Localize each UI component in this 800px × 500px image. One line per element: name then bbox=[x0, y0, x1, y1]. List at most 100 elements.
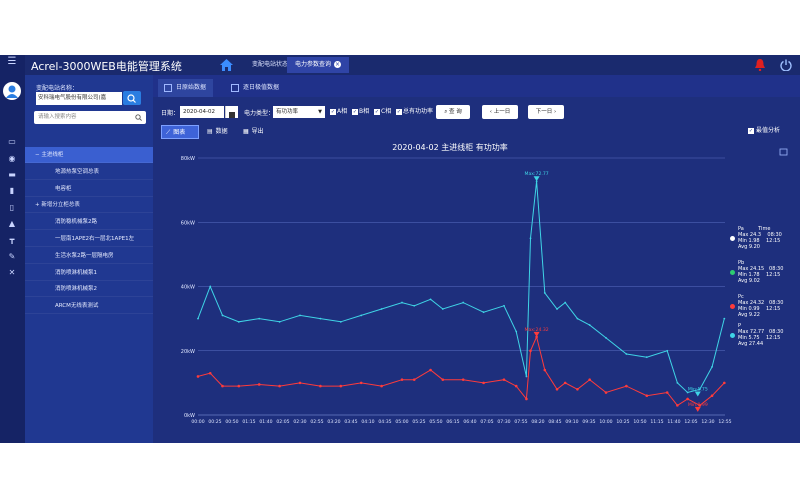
calendar-icon bbox=[231, 83, 239, 92]
data-point bbox=[555, 388, 559, 391]
data-point bbox=[503, 304, 505, 307]
legend-line: Avg 9.22 bbox=[738, 312, 760, 318]
x-tick-label: 12:30 bbox=[701, 419, 714, 425]
annotation-label: Min:0.99 bbox=[688, 402, 708, 408]
query-button[interactable]: ⌕ 查 询 bbox=[436, 105, 470, 119]
next-day-button[interactable]: 下一日 › bbox=[528, 105, 564, 119]
data-point bbox=[482, 311, 485, 314]
document-icon[interactable]: ▯ bbox=[9, 203, 15, 212]
prev-day-button[interactable]: ‹ 上一日 bbox=[482, 105, 518, 119]
checkbox-total-power[interactable]: ✓ 总有功功率 bbox=[396, 108, 434, 115]
legend-line: Pb bbox=[738, 260, 745, 266]
table-icon: ▤ bbox=[207, 128, 213, 135]
tree-item[interactable]: 地源热泵空调总表 bbox=[25, 164, 153, 180]
legend-line: Max 24.3 08:30 bbox=[738, 232, 782, 238]
search-icon: ⌕ bbox=[444, 109, 450, 115]
calendar-button[interactable] bbox=[225, 106, 238, 118]
data-point bbox=[380, 384, 383, 388]
tab-daily-raw[interactable]: 日原始数据 bbox=[158, 79, 213, 97]
data-point bbox=[221, 314, 224, 317]
data-point bbox=[237, 320, 240, 323]
tab-daily-extreme[interactable]: 逐日极值数据 bbox=[225, 79, 285, 97]
power-chart: 2020-04-02 主进线柜 有功功率 0kW 20kW 40kW 60kW 80kW… bbox=[181, 142, 788, 425]
settings-icon[interactable]: ✕ bbox=[8, 268, 16, 277]
monitor-icon[interactable]: ▭ bbox=[8, 137, 16, 146]
data-point bbox=[221, 384, 224, 388]
legend-entry[interactable]: Pb Max 24.15 08:30 Min 1.78 12:15 Avg 9.02 bbox=[730, 260, 783, 284]
checkbox-phase-b[interactable]: ✓ B相 bbox=[352, 108, 370, 115]
peak-analysis-checkbox[interactable]: ✓ 最值分析 bbox=[748, 127, 781, 134]
tree-item[interactable]: − 主进线柜 bbox=[25, 147, 153, 163]
chart-view-button[interactable]: ⟋ 图表 bbox=[161, 125, 199, 139]
export-button[interactable]: ▦ 导出 bbox=[243, 128, 264, 135]
x-tick-label: 06:40 bbox=[463, 419, 476, 425]
data-point bbox=[525, 397, 528, 401]
tree-item[interactable]: 电容柜 bbox=[25, 181, 153, 197]
edit-icon[interactable]: ✎ bbox=[8, 252, 16, 261]
chart-grid bbox=[198, 157, 725, 416]
collapse-icon[interactable]: − bbox=[35, 152, 42, 158]
calendar-icon bbox=[164, 83, 172, 92]
x-tick-label: 09:35 bbox=[582, 419, 595, 425]
tab-substation-status[interactable]: 变配电站状态 bbox=[251, 61, 288, 68]
alarm-icon[interactable]: ▲ bbox=[8, 219, 16, 228]
legend-line: Min 1.78 12:15 bbox=[738, 272, 781, 278]
tree-item[interactable]: 消防喷淋机械泵2 bbox=[25, 281, 153, 298]
y-tick-label: 60kW bbox=[181, 220, 195, 226]
data-point bbox=[380, 308, 383, 310]
tab-power-params[interactable]: 电力参数查询 × bbox=[287, 57, 349, 73]
data-point bbox=[588, 378, 591, 381]
home-icon[interactable] bbox=[220, 59, 233, 71]
close-icon[interactable]: × bbox=[334, 61, 341, 68]
calendar-icon bbox=[229, 112, 235, 118]
data-point bbox=[359, 381, 363, 385]
avatar[interactable] bbox=[3, 82, 21, 100]
data-point bbox=[529, 237, 532, 240]
data-point bbox=[698, 388, 701, 391]
x-tick-label: 00:00 bbox=[191, 419, 204, 425]
site-search-button[interactable] bbox=[123, 91, 141, 105]
chart-zoom-icon[interactable] bbox=[779, 148, 788, 156]
legend-marker bbox=[730, 304, 735, 309]
annotation-marker bbox=[533, 331, 540, 337]
checkbox-phase-a[interactable]: ✓ A相 bbox=[330, 108, 348, 115]
legend-entry[interactable]: Pa Time Max 24.3 08:30 Min 1.98 12:15 Avg 9… bbox=[730, 226, 782, 250]
menu-icon[interactable]: ☰ bbox=[7, 56, 17, 67]
tree-item[interactable]: 生活水泵2路一层隔电房 bbox=[25, 248, 153, 264]
expand-icon[interactable]: + bbox=[35, 202, 42, 209]
tree-item[interactable]: 一层南1APE2右一层北1APE1左 bbox=[25, 231, 153, 247]
site-field[interactable]: 安科瑞电气股份有限公司(嘉 bbox=[36, 92, 122, 105]
data-point bbox=[400, 378, 404, 381]
data-view-button[interactable]: ▤ 数据 bbox=[207, 128, 228, 135]
bell-icon[interactable] bbox=[755, 59, 765, 71]
tree-item[interactable]: ARCM无线表测试 bbox=[25, 298, 153, 315]
tree-item[interactable]: 消防稳机械泵2路 bbox=[25, 214, 153, 231]
x-axis-labels: 00:00 00:25 00:50 01:15 01:40 02:05 02:30 02:55… bbox=[191, 419, 731, 425]
legend-line: Avg 27.44 bbox=[738, 341, 764, 347]
legend-marker bbox=[730, 270, 735, 275]
legend-line: Pa Time bbox=[738, 226, 771, 232]
power-type-select[interactable]: 有功功率 ▼ bbox=[273, 106, 325, 118]
type-label: 电力类型： bbox=[244, 110, 275, 117]
tree-item[interactable]: + 新增分立柜总表 bbox=[25, 197, 153, 214]
checkbox-phase-c[interactable]: ✓ C相 bbox=[374, 108, 392, 115]
data-point bbox=[197, 317, 199, 320]
data-point bbox=[208, 371, 212, 375]
legend-entry[interactable]: Pc Max 24.32 08:30 Min 0.99 12:15 Avg 9.22 bbox=[730, 294, 783, 318]
data-point bbox=[676, 381, 679, 384]
view-tabs: 日原始数据 逐日极值数据 bbox=[153, 75, 800, 97]
folder-icon[interactable]: ▬ bbox=[8, 170, 16, 179]
annotation-marker bbox=[694, 391, 701, 397]
power-icon[interactable] bbox=[780, 59, 792, 71]
tool-icon[interactable]: ┳ bbox=[9, 235, 15, 244]
data-point bbox=[666, 349, 669, 352]
y-tick-label: 20kW bbox=[181, 349, 195, 355]
date-input[interactable]: 2020-04-02 bbox=[180, 106, 224, 118]
series-line-Pc bbox=[197, 335, 725, 407]
tree-search-input[interactable]: 请输入搜索内容 bbox=[34, 111, 146, 124]
legend-entry[interactable]: P Max 72.77 08:30 Min 5.75 12:15 Avg 27.44 bbox=[730, 323, 783, 347]
globe-icon[interactable]: ◉ bbox=[8, 154, 16, 163]
bar-chart-icon[interactable]: ▮ bbox=[9, 186, 15, 195]
tree-item[interactable]: 消防喷淋机械泵1 bbox=[25, 265, 153, 281]
data-point bbox=[360, 314, 363, 317]
